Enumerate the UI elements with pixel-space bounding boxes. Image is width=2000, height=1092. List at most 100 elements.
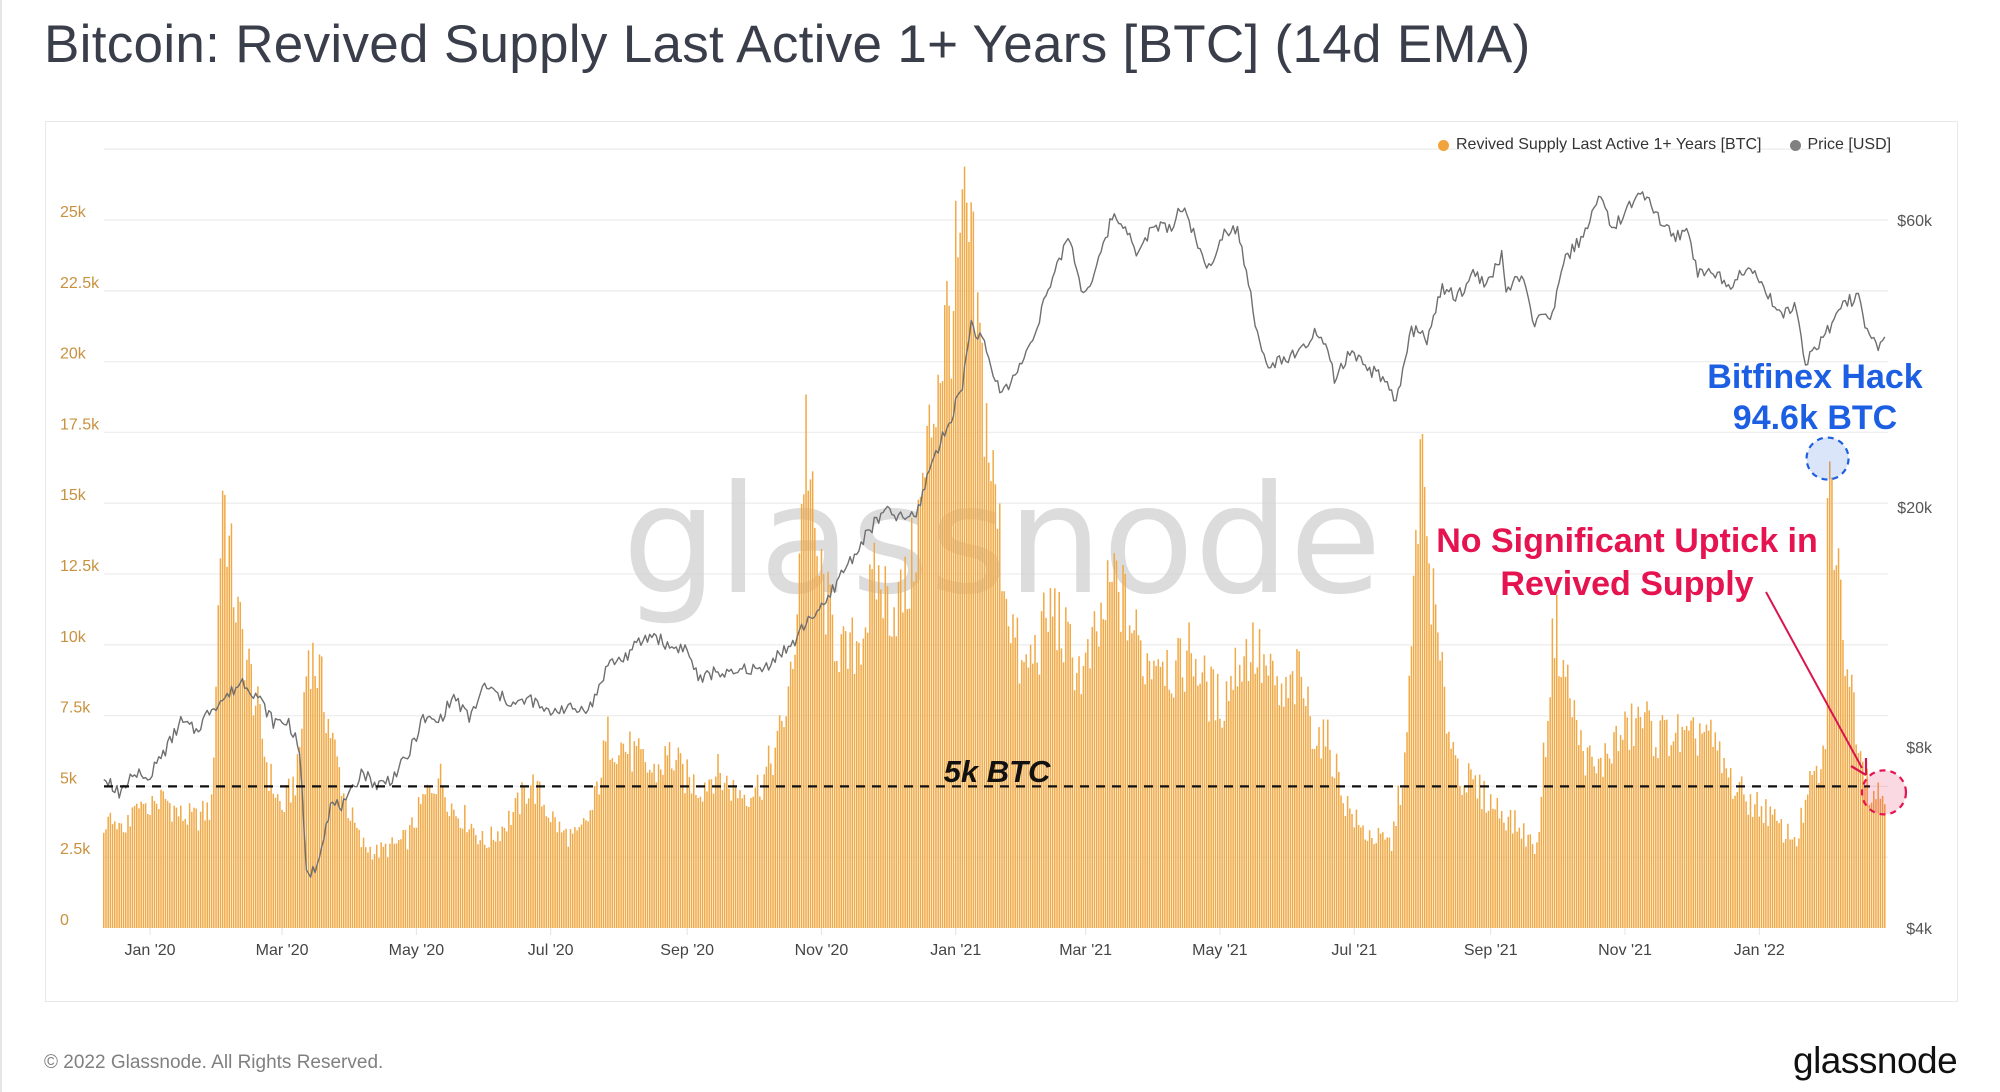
bar bbox=[521, 782, 523, 928]
y-left-tick-label: 0 bbox=[60, 912, 69, 929]
legend-item-revived-supply[interactable]: Revived Supply Last Active 1+ Years [BTC… bbox=[1438, 136, 1762, 154]
bar bbox=[199, 811, 202, 928]
bar bbox=[899, 569, 902, 928]
bar bbox=[1738, 781, 1741, 928]
bar bbox=[448, 816, 451, 928]
y-left-tick-label: 2.5k bbox=[60, 841, 91, 858]
bar bbox=[602, 740, 605, 928]
bar bbox=[180, 805, 182, 928]
bar bbox=[847, 668, 849, 928]
bar bbox=[1630, 703, 1633, 928]
bar bbox=[1668, 756, 1670, 928]
bar bbox=[1815, 765, 1818, 928]
bar bbox=[1690, 720, 1692, 928]
bar bbox=[1650, 720, 1653, 928]
bar bbox=[1025, 654, 1027, 928]
bar bbox=[1192, 676, 1195, 928]
bar bbox=[884, 566, 887, 928]
bar bbox=[935, 427, 937, 928]
bar bbox=[1340, 795, 1342, 928]
bar bbox=[1089, 668, 1091, 928]
bar bbox=[497, 831, 499, 928]
bar bbox=[1056, 650, 1058, 928]
bar bbox=[712, 793, 715, 928]
footer-logo-glassnode[interactable]: glassnode bbox=[1793, 1040, 1958, 1081]
bar bbox=[1181, 677, 1184, 928]
bar bbox=[1789, 839, 1791, 928]
bar bbox=[604, 741, 607, 928]
bar bbox=[1139, 640, 1142, 928]
bar bbox=[1507, 816, 1510, 928]
bar bbox=[1646, 701, 1648, 928]
bar bbox=[637, 738, 640, 928]
bar bbox=[1005, 598, 1008, 928]
legend-dot-orange-icon bbox=[1438, 139, 1449, 151]
bar bbox=[820, 549, 823, 928]
bar bbox=[446, 811, 448, 928]
bar bbox=[1316, 745, 1318, 928]
bar bbox=[928, 404, 931, 929]
bar bbox=[437, 778, 440, 928]
bar bbox=[1421, 434, 1424, 928]
bar bbox=[1045, 617, 1047, 928]
bar bbox=[1461, 795, 1463, 928]
bar bbox=[305, 676, 308, 928]
bar bbox=[1230, 675, 1232, 928]
bar bbox=[1364, 839, 1366, 928]
bar bbox=[175, 807, 178, 928]
bar bbox=[774, 747, 776, 928]
legend-item-price[interactable]: Price [USD] bbox=[1789, 136, 1891, 154]
bar bbox=[1388, 837, 1391, 928]
bar bbox=[1205, 681, 1208, 928]
bar bbox=[1437, 632, 1439, 928]
bar bbox=[1778, 823, 1780, 928]
bar bbox=[1327, 719, 1329, 928]
bar bbox=[1080, 694, 1082, 928]
bar bbox=[682, 763, 684, 928]
bar bbox=[1456, 758, 1459, 928]
y-left-tick-label: 25k bbox=[60, 204, 87, 221]
bar bbox=[1467, 763, 1470, 928]
bar bbox=[589, 810, 592, 928]
bar bbox=[1551, 618, 1554, 928]
bar bbox=[1589, 745, 1591, 928]
bar bbox=[1377, 827, 1380, 928]
bar bbox=[1194, 659, 1197, 928]
bar bbox=[994, 484, 997, 928]
price-line bbox=[103, 191, 1886, 878]
bar bbox=[556, 832, 559, 928]
bar bbox=[704, 782, 706, 928]
bar bbox=[1267, 675, 1270, 928]
bar bbox=[690, 793, 693, 928]
bar bbox=[1769, 806, 1772, 928]
bar bbox=[906, 609, 909, 928]
bar bbox=[1837, 548, 1840, 928]
bar bbox=[442, 787, 444, 928]
bar bbox=[1159, 666, 1162, 928]
bar bbox=[554, 817, 556, 928]
bar bbox=[840, 634, 843, 928]
x-tick-label: Sep '20 bbox=[660, 942, 714, 959]
bar bbox=[1613, 732, 1615, 928]
bar bbox=[800, 504, 803, 928]
bar bbox=[611, 758, 614, 928]
bar bbox=[1018, 683, 1021, 928]
bar bbox=[1868, 804, 1871, 928]
bar bbox=[715, 776, 717, 928]
bar bbox=[287, 778, 290, 928]
bar bbox=[765, 766, 768, 928]
bar bbox=[657, 764, 660, 928]
bar bbox=[996, 528, 999, 928]
bar bbox=[851, 617, 854, 928]
bar bbox=[347, 818, 349, 928]
bar bbox=[1280, 683, 1283, 928]
annotation-bitfinex: Bitfinex Hack 94.6k BTC bbox=[1707, 358, 1923, 481]
bar bbox=[1172, 697, 1175, 928]
bar bbox=[1762, 822, 1765, 928]
bar bbox=[693, 774, 695, 928]
bar bbox=[1109, 582, 1111, 928]
bar bbox=[576, 830, 578, 928]
bar bbox=[644, 762, 647, 928]
bar bbox=[340, 796, 343, 928]
bar bbox=[435, 794, 437, 928]
